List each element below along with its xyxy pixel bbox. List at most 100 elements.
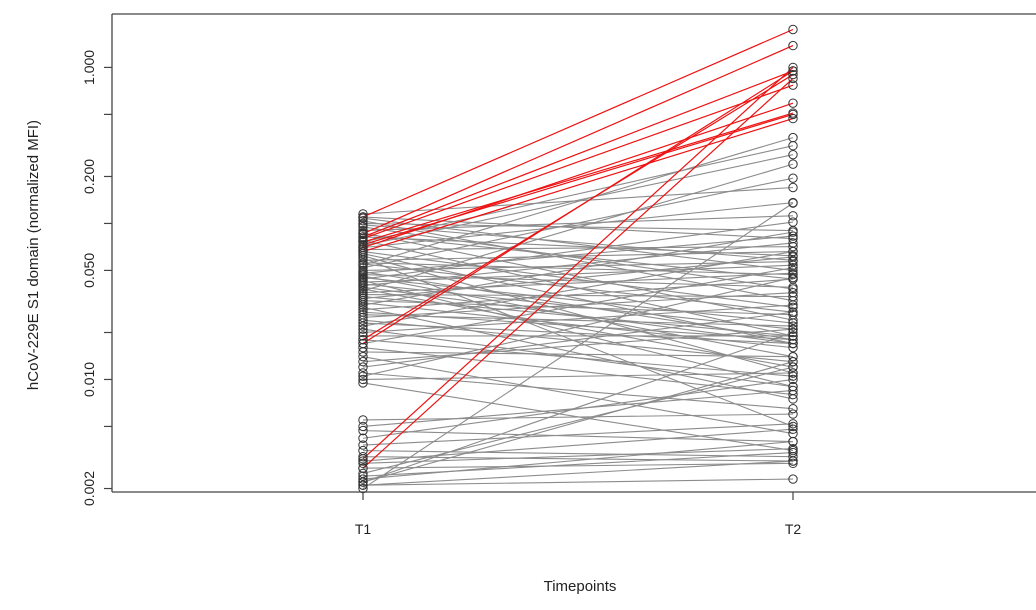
gray-pair-line	[362, 478, 794, 486]
gray-pair-line	[362, 278, 794, 311]
point-t2	[788, 66, 798, 76]
point-t2	[788, 409, 798, 419]
point-t2	[788, 474, 798, 484]
point-t2	[788, 421, 798, 432]
point-t2	[788, 159, 798, 169]
point-t2	[788, 385, 798, 396]
point-t1	[358, 212, 368, 222]
point-t1	[358, 425, 368, 436]
gray-pair-line	[362, 372, 794, 410]
point-t1	[358, 331, 368, 341]
point-t1	[358, 338, 368, 349]
gray-pair-line	[362, 217, 794, 271]
red-pair-line	[362, 66, 794, 460]
point-t1	[358, 300, 368, 310]
gray-pair-line	[362, 163, 794, 292]
gray-pair-line	[362, 366, 794, 474]
point-t1	[358, 315, 368, 325]
point-t2	[788, 374, 798, 385]
y-tick-label: 0.050	[81, 253, 97, 288]
point-t2	[788, 331, 798, 341]
gray-pair-line	[362, 339, 794, 377]
point-t2	[788, 182, 798, 193]
point-t2	[788, 80, 798, 90]
gray-pair-line	[362, 450, 794, 458]
gray-pair-line	[362, 430, 794, 443]
gray-pair-line	[362, 322, 794, 345]
gray-pair-line	[362, 154, 794, 247]
point-t1	[358, 454, 368, 464]
point-t2	[788, 362, 798, 372]
point-t1	[358, 318, 368, 328]
red-pair-line	[362, 77, 794, 469]
axes-layer: 0.002 0.010 0.050 0.200 1.000 T1 T2	[81, 13, 1036, 537]
point-t1	[358, 222, 368, 232]
red-pair-line	[362, 118, 794, 253]
point-t2	[788, 436, 798, 447]
point-t2	[788, 73, 798, 84]
red-pair-line	[362, 84, 794, 240]
gray-pair-line	[362, 300, 794, 316]
point-t2	[788, 456, 798, 466]
point-t2	[788, 307, 798, 317]
red-pair-line	[362, 45, 794, 235]
point-t2	[788, 443, 798, 454]
point-t2	[788, 458, 798, 469]
point-t1	[358, 378, 368, 388]
gray-pair-line	[362, 220, 794, 302]
gray-pair-line	[362, 372, 794, 381]
gray-pair-line	[362, 202, 794, 249]
gray-pair-line	[362, 137, 794, 266]
point-t2	[788, 300, 798, 310]
point-t2	[788, 256, 798, 267]
point-t2	[788, 419, 798, 429]
gray-pair-line	[362, 251, 794, 308]
x-tick-label: T1	[355, 521, 372, 537]
point-t1	[358, 421, 368, 432]
gray-pair-line	[362, 361, 794, 483]
gray-pair-line	[362, 177, 794, 269]
gray-pair-line	[362, 235, 794, 274]
point-t2	[788, 132, 798, 143]
point-t2	[788, 198, 798, 208]
red-series-layer	[362, 28, 794, 469]
gray-pair-line	[362, 246, 794, 251]
point-t1	[358, 209, 368, 219]
y-tick-label: 0.200	[81, 159, 97, 194]
point-t2	[788, 149, 798, 160]
gray-pair-line	[362, 277, 794, 377]
point-t2	[788, 338, 798, 349]
point-t1	[358, 371, 368, 381]
point-t1	[358, 368, 368, 378]
point-t1	[358, 237, 368, 247]
point-t2	[788, 40, 798, 51]
gray-pair-line	[362, 251, 794, 261]
point-t1	[358, 334, 368, 345]
point-t2	[788, 356, 798, 367]
point-t2	[788, 109, 798, 120]
point-t2	[788, 351, 798, 362]
red-pair-line	[362, 102, 794, 249]
point-t2	[788, 24, 798, 35]
red-pair-line	[362, 112, 794, 243]
point-t2	[788, 403, 798, 414]
point-t1	[358, 302, 368, 313]
gray-pair-line	[362, 231, 794, 306]
gray-pair-line	[362, 263, 794, 313]
point-t1	[358, 374, 368, 385]
gray-pair-line	[362, 314, 794, 327]
gray-pair-line	[362, 145, 794, 243]
y-tick-label: 1.000	[81, 50, 97, 85]
point-t2	[788, 217, 798, 227]
point-t1	[358, 440, 368, 450]
gray-pair-line	[362, 274, 794, 288]
gray-pair-line	[362, 277, 794, 324]
point-t2	[788, 327, 798, 338]
point-t2	[788, 69, 798, 80]
gray-pair-line	[362, 232, 794, 321]
point-t2	[788, 302, 798, 313]
point-t1	[358, 451, 368, 462]
point-t1	[358, 324, 368, 334]
point-t2	[788, 62, 798, 73]
